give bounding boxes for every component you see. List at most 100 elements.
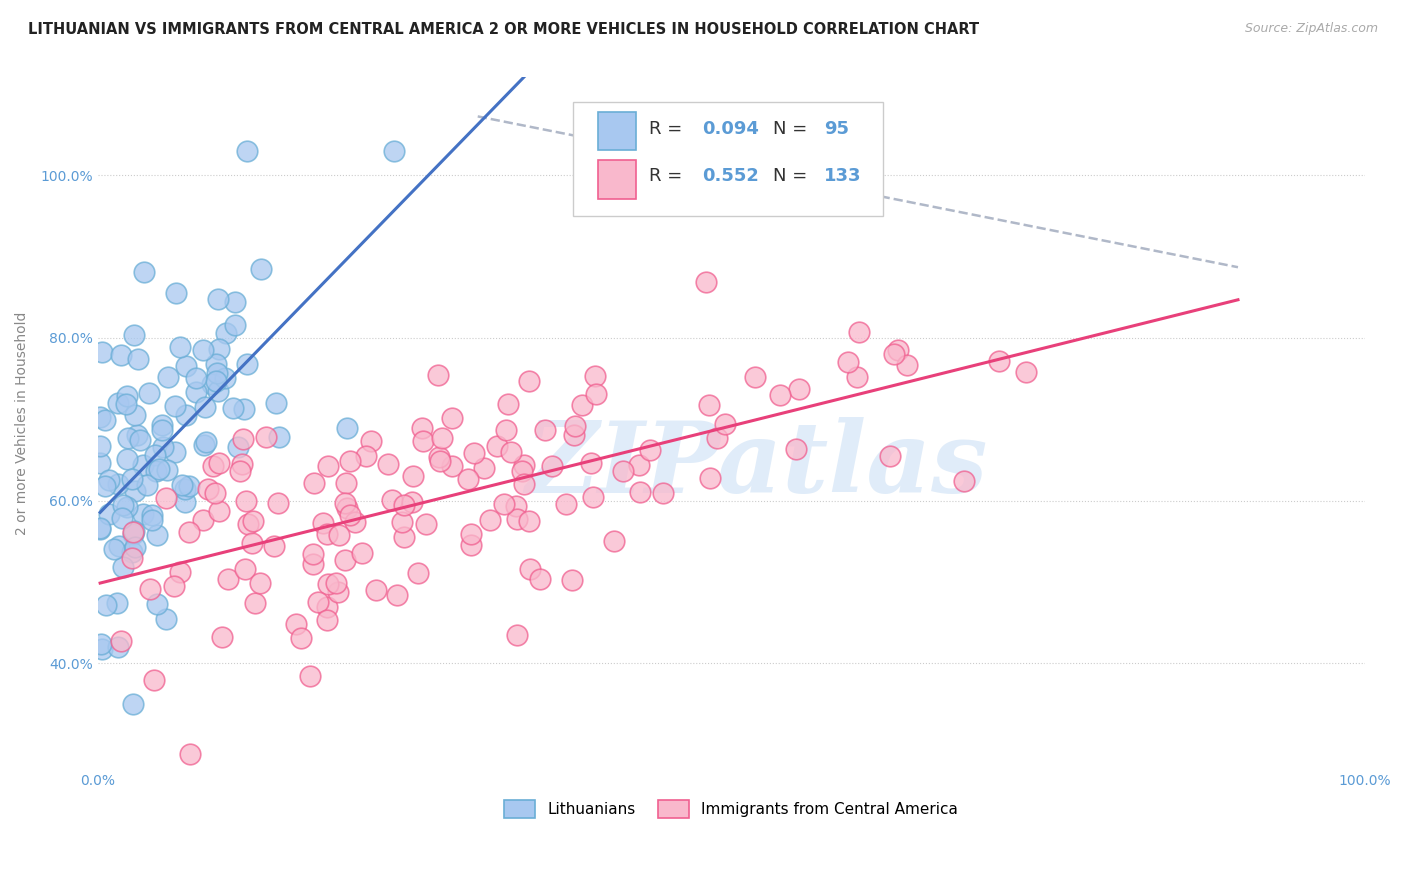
Point: [630, 484, 652, 499]
Point: [205, 357, 228, 371]
Point: [460, 526, 482, 541]
Point: [554, 497, 576, 511]
Point: [240, 536, 263, 550]
Point: [242, 514, 264, 528]
Point: [603, 533, 626, 548]
Point: [235, 494, 257, 508]
Point: [124, 540, 146, 554]
Point: [89, 439, 111, 453]
Point: [233, 401, 256, 416]
Point: [429, 454, 451, 468]
Point: [236, 144, 259, 158]
Point: [117, 431, 139, 445]
Point: [495, 423, 517, 437]
Point: [111, 498, 134, 512]
Text: ZIPatlas: ZIPatlas: [526, 417, 987, 513]
Point: [226, 440, 249, 454]
Point: [222, 401, 245, 415]
Point: [89, 521, 111, 535]
Point: [224, 295, 246, 310]
Point: [652, 486, 675, 500]
Point: [174, 359, 197, 373]
Point: [179, 525, 201, 540]
Point: [208, 456, 231, 470]
Point: [90, 642, 112, 657]
Point: [115, 388, 138, 402]
Point: [121, 550, 143, 565]
Point: [186, 371, 208, 385]
Point: [141, 513, 163, 527]
Point: [105, 595, 128, 609]
Point: [695, 276, 717, 290]
Point: [163, 399, 186, 413]
Point: [115, 451, 138, 466]
Text: 0.094: 0.094: [702, 120, 759, 138]
Point: [107, 396, 129, 410]
Point: [571, 398, 593, 412]
Point: [121, 698, 143, 712]
Point: [440, 459, 463, 474]
Point: [233, 562, 256, 576]
Point: [517, 514, 540, 528]
Point: [301, 557, 323, 571]
Point: [214, 370, 236, 384]
Point: [789, 382, 811, 396]
Point: [519, 562, 541, 576]
Point: [699, 471, 721, 485]
Point: [89, 409, 111, 424]
Point: [886, 343, 908, 357]
Point: [517, 374, 540, 388]
Point: [249, 576, 271, 591]
Point: [193, 438, 215, 452]
Point: [202, 458, 225, 473]
Point: [103, 541, 125, 556]
Point: [110, 634, 132, 648]
Text: 0.552: 0.552: [702, 168, 759, 186]
Point: [89, 456, 111, 470]
Text: 133: 133: [824, 168, 860, 186]
Point: [415, 517, 437, 532]
Point: [156, 370, 179, 384]
Point: [441, 411, 464, 425]
Point: [132, 265, 155, 279]
Point: [110, 348, 132, 362]
Point: [472, 460, 495, 475]
Point: [121, 527, 143, 541]
FancyBboxPatch shape: [598, 112, 636, 150]
Point: [205, 374, 228, 388]
Point: [486, 439, 509, 453]
Point: [427, 450, 450, 465]
Point: [201, 377, 224, 392]
Point: [155, 463, 177, 477]
Point: [560, 573, 582, 587]
Point: [585, 387, 607, 401]
Point: [121, 472, 143, 486]
Point: [540, 458, 562, 473]
Point: [127, 428, 149, 442]
Point: [208, 504, 231, 518]
Point: [583, 369, 606, 384]
Point: [744, 369, 766, 384]
Point: [513, 458, 536, 472]
Point: [169, 340, 191, 354]
Point: [211, 630, 233, 644]
Point: [412, 434, 434, 449]
Point: [215, 326, 238, 340]
Point: [197, 482, 219, 496]
Point: [129, 434, 152, 448]
Point: [988, 354, 1011, 368]
Point: [335, 496, 357, 510]
Point: [205, 366, 228, 380]
Point: [204, 485, 226, 500]
Point: [111, 511, 134, 525]
Point: [638, 443, 661, 458]
Point: [499, 445, 522, 459]
Point: [124, 328, 146, 343]
Point: [564, 418, 586, 433]
Point: [145, 527, 167, 541]
Point: [165, 285, 187, 300]
Point: [510, 464, 533, 478]
Point: [356, 449, 378, 463]
Point: [513, 477, 536, 491]
Point: [195, 435, 218, 450]
